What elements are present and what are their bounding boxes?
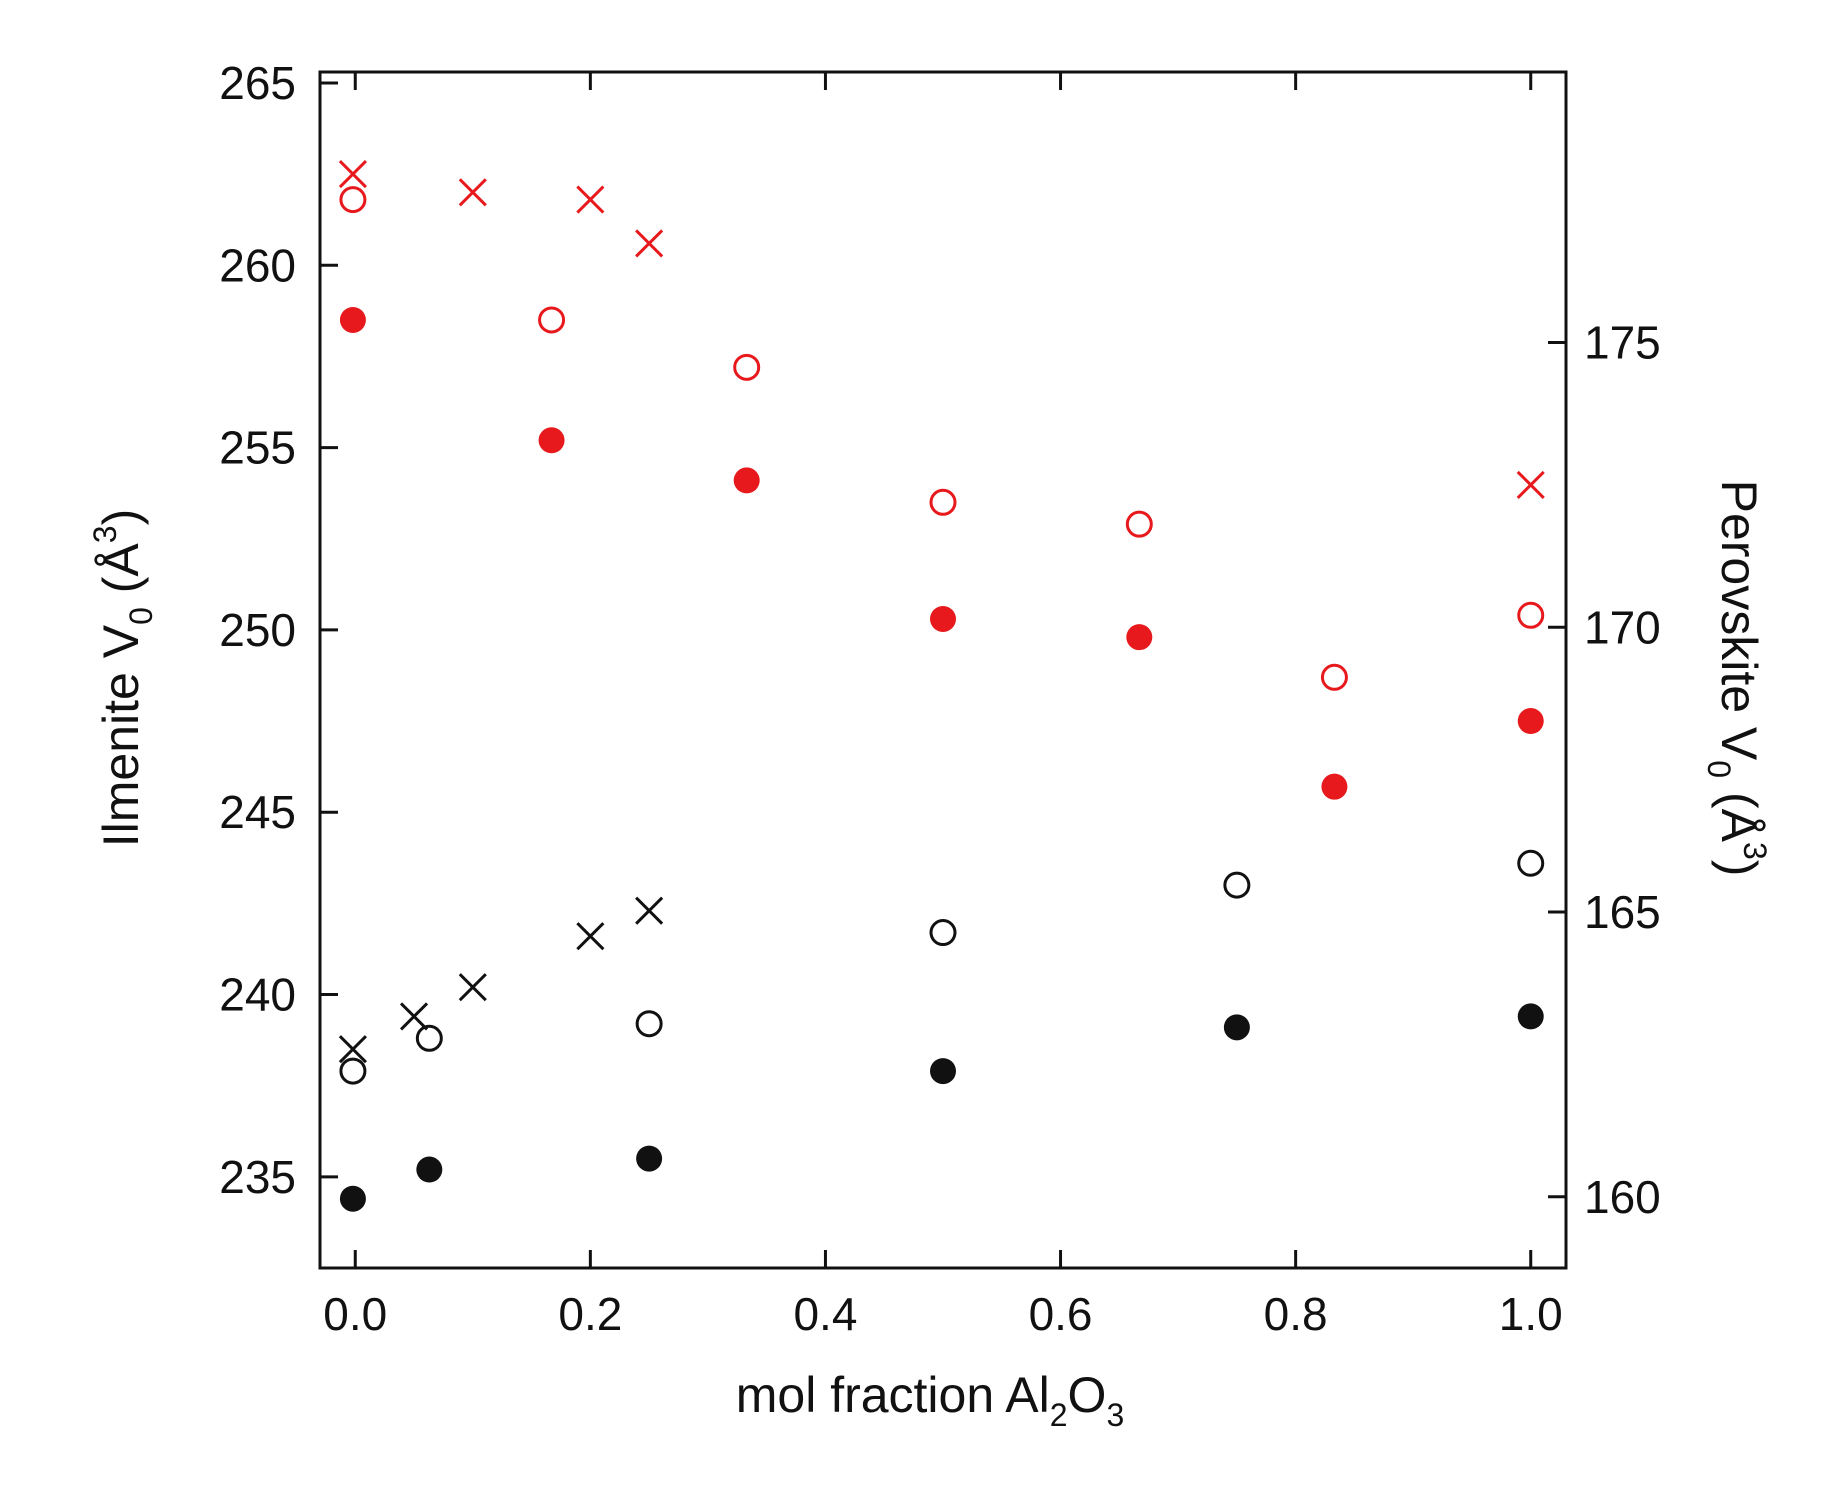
x-axis-title: mol fraction Al2O3 xyxy=(736,1367,1125,1433)
data-point-open-circle xyxy=(635,1010,663,1038)
data-point-open-circle xyxy=(733,353,761,381)
data-point-cross xyxy=(399,1002,429,1031)
data-point-filled-circle xyxy=(930,605,956,632)
axis-tick-labels: 0.0 0.2 0.4 0.6 0.8 1.0 235 240 245 250 255 260 265 1… xyxy=(219,57,1661,1340)
x-tick-label: 1.0 xyxy=(1499,1288,1563,1340)
data-point-open-circle xyxy=(339,186,367,214)
right-y-tick-label: 170 xyxy=(1584,601,1661,653)
data-point-cross xyxy=(576,185,605,214)
x-tick-label: 0.4 xyxy=(793,1288,857,1340)
data-points xyxy=(338,160,1545,1212)
left-y-tick-label: 250 xyxy=(219,604,296,656)
data-point-filled-circle xyxy=(1223,1014,1250,1041)
left-y-tick-label: 235 xyxy=(219,1151,296,1203)
data-point-filled-circle xyxy=(1126,624,1153,651)
left-y-axis-title: Ilmenite V0 (Å3) xyxy=(87,509,159,847)
left-y-tick-label: 245 xyxy=(219,786,296,838)
plot-frame xyxy=(318,70,1568,1270)
right-y-tick-label: 165 xyxy=(1584,886,1661,938)
left-y-tick-label: 255 xyxy=(219,422,296,474)
axis-ticks xyxy=(320,72,1566,1268)
right-y-tick-label: 175 xyxy=(1584,317,1661,369)
left-y-tick-label: 240 xyxy=(219,969,296,1021)
data-point-cross xyxy=(635,229,664,258)
x-tick-label: 0.6 xyxy=(1029,1288,1093,1340)
data-point-open-circle xyxy=(415,1024,443,1052)
data-point-filled-circle xyxy=(733,467,760,494)
data-point-cross xyxy=(1516,470,1545,499)
x-tick-label: 0.8 xyxy=(1264,1288,1328,1340)
data-point-cross xyxy=(635,896,664,925)
data-point-filled-circle xyxy=(339,1185,366,1212)
x-tick-label: 0.2 xyxy=(558,1288,622,1340)
data-point-open-circle xyxy=(538,306,566,334)
left-y-tick-label: 260 xyxy=(219,239,296,291)
data-point-open-circle xyxy=(1320,663,1348,691)
data-point-filled-circle xyxy=(416,1156,443,1183)
data-point-open-circle xyxy=(1125,510,1153,538)
data-point-cross xyxy=(458,178,487,207)
data-point-filled-circle xyxy=(1321,773,1348,800)
data-point-open-circle xyxy=(1517,601,1545,629)
x-tick-label: 0.0 xyxy=(323,1288,387,1340)
data-point-cross xyxy=(338,1035,367,1064)
data-point-cross xyxy=(338,160,367,189)
data-point-filled-circle xyxy=(930,1058,956,1085)
data-point-cross xyxy=(458,973,487,1002)
data-point-open-circle xyxy=(929,488,957,516)
data-point-open-circle xyxy=(1223,871,1251,899)
data-point-open-circle xyxy=(929,919,957,947)
left-y-tick-label: 265 xyxy=(219,57,296,109)
data-point-filled-circle xyxy=(636,1145,663,1172)
data-point-filled-circle xyxy=(1517,1003,1544,1030)
data-point-open-circle xyxy=(339,1057,367,1085)
data-point-filled-circle xyxy=(1517,708,1544,735)
data-point-open-circle xyxy=(1517,849,1545,877)
data-point-cross xyxy=(576,922,605,951)
right-y-tick-label: 160 xyxy=(1584,1171,1661,1223)
data-point-filled-circle xyxy=(339,306,366,333)
right-y-axis-title: Perovskite V0 (Å3) xyxy=(1701,480,1773,877)
data-point-filled-circle xyxy=(538,427,565,454)
